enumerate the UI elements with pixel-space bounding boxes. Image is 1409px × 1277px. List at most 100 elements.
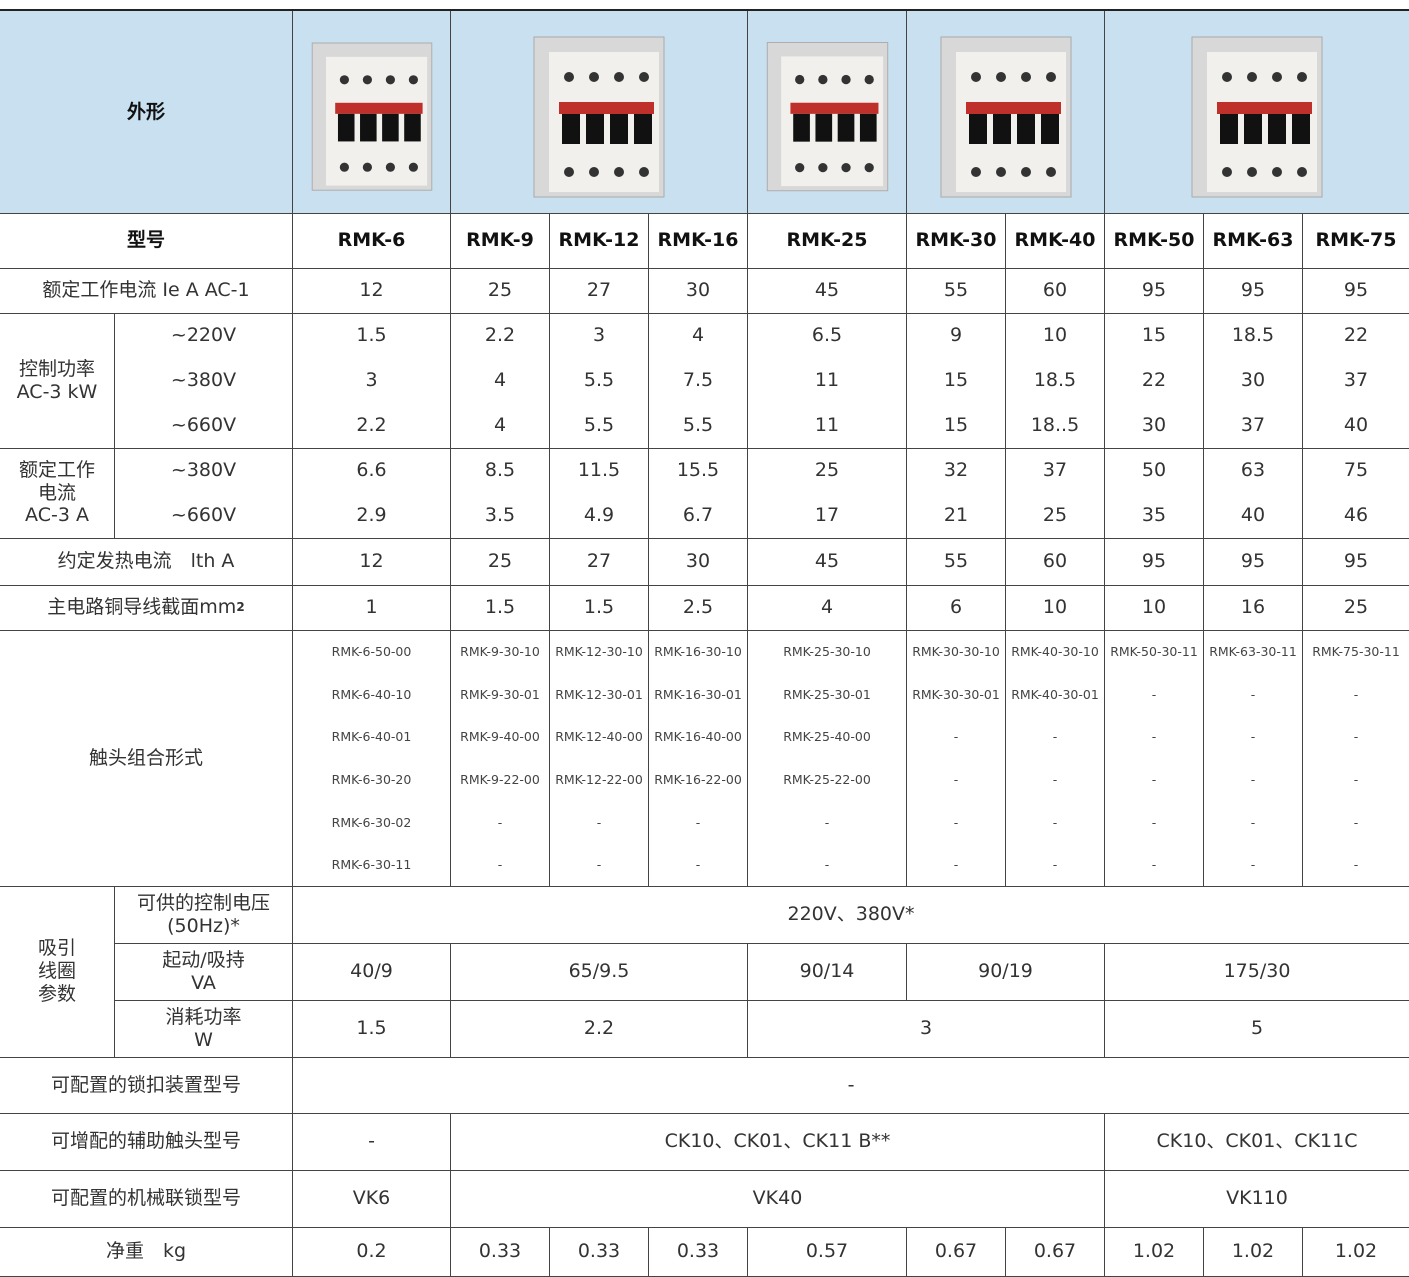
cell-text: 2.2: [583, 1017, 615, 1040]
cell-text: 4: [820, 596, 834, 619]
contact-code: -: [1105, 801, 1204, 843]
cell-text: RMK-6-40-10: [331, 686, 412, 702]
value: 15: [907, 403, 1006, 449]
value: 95: [1303, 268, 1409, 314]
cell-text: -: [847, 1073, 855, 1096]
cell-text: 25: [487, 279, 513, 302]
cell-text: RMK-25-30-01: [783, 686, 871, 702]
value: 63: [1204, 448, 1303, 493]
cell-text: 净重 kg: [105, 1240, 187, 1263]
product-photo: [311, 42, 432, 191]
value: 95: [1204, 268, 1303, 314]
value: 11.5: [550, 448, 649, 493]
value: 30: [649, 268, 748, 314]
cell-text: -: [1052, 857, 1058, 872]
cell-text: ~380V: [170, 459, 237, 482]
value: CK10、CK01、CK11C: [1105, 1113, 1409, 1171]
contact-code: RMK-16-40-00: [649, 715, 748, 758]
value: 3: [748, 1000, 1105, 1058]
cell-text: 1.02: [1132, 1240, 1176, 1263]
value: 10: [1105, 585, 1204, 631]
cell-text: 8.5: [484, 459, 516, 482]
value: 95: [1303, 538, 1409, 586]
value: 0.67: [907, 1227, 1006, 1277]
cell-text: RMK-12-22-00: [555, 772, 643, 787]
value: 1.5: [550, 585, 649, 631]
contact-code: RMK-25-30-10: [748, 630, 907, 673]
value: 5.5: [550, 403, 649, 449]
cell-text: RMK-25-22-00: [783, 772, 871, 787]
cell-text: -: [953, 772, 959, 787]
cell-text: -: [1353, 814, 1359, 830]
contact-code: -: [550, 801, 649, 843]
cell-text: 0.57: [805, 1240, 849, 1263]
value: 0.2: [293, 1227, 451, 1277]
value: 10: [1006, 313, 1105, 358]
value: 5.5: [550, 358, 649, 403]
value: 3: [293, 358, 451, 403]
value: 1.5: [293, 1000, 451, 1058]
value: 220V、380V*: [293, 886, 1409, 944]
value: 1.5: [293, 313, 451, 358]
cell-text: -: [1151, 857, 1157, 872]
cell-text: 6: [949, 596, 963, 619]
value: 17: [748, 493, 907, 539]
cell-text: RMK-30-30-10: [912, 644, 1000, 659]
cell-text: 11.5: [577, 459, 621, 482]
cell-text: RMK-50: [1113, 229, 1195, 252]
cell-text: RMK-6-30-11: [331, 857, 412, 872]
cell-text: RMK-12-30-01: [555, 686, 643, 702]
cell-text: -: [596, 857, 602, 872]
value: 7.5: [649, 358, 748, 403]
value: 4: [748, 585, 907, 631]
value: 3: [550, 313, 649, 358]
cell-text: 5: [1250, 1017, 1264, 1040]
model-name: RMK-16: [649, 213, 748, 269]
value: 18.5: [1204, 313, 1303, 358]
cell-text: -: [1250, 814, 1256, 830]
cell-text: -: [1151, 772, 1157, 787]
contact-code: -: [451, 843, 550, 887]
cell-text: -: [1052, 729, 1058, 744]
value: 21: [907, 493, 1006, 539]
cell-text: 7.5: [682, 369, 714, 392]
value: 40: [1303, 403, 1409, 449]
cell-text: 25: [814, 459, 840, 482]
row-label: 可配置的锁扣装置型号: [0, 1057, 293, 1114]
cell-text: 1.5: [356, 324, 387, 347]
cell-text: 37: [1343, 369, 1369, 392]
contact-code: -: [1303, 715, 1409, 758]
cell-text: 0.67: [1033, 1240, 1077, 1263]
cell-text: 1.02: [1334, 1240, 1378, 1263]
contact-code: RMK-25-40-00: [748, 715, 907, 758]
value: 4.9: [550, 493, 649, 539]
product-photo: [766, 42, 888, 192]
cell-text: 25: [1343, 596, 1369, 619]
cell-text: 45: [814, 279, 840, 302]
voltage: ~380V: [115, 358, 293, 403]
cell-text: (50Hz)*: [167, 914, 240, 937]
cell-text: RMK-6-40-01: [331, 729, 412, 744]
value: 2.5: [649, 585, 748, 631]
cell-text: 额定工作电流 Ie A AC-1: [42, 279, 250, 302]
cell-text: RMK-50-30-11: [1110, 644, 1198, 659]
photo-cell: [1105, 11, 1409, 214]
value: 9: [907, 313, 1006, 358]
model-name: RMK-9: [451, 213, 550, 269]
value: VK40: [451, 1170, 1105, 1228]
value: 16: [1204, 585, 1303, 631]
cell-text: 55: [943, 550, 969, 573]
contact-code: -: [907, 843, 1006, 887]
cell-text: 30: [685, 279, 711, 302]
contact-code: RMK-16-22-00: [649, 758, 748, 801]
cell-text: -: [953, 729, 959, 744]
value: 6.6: [293, 448, 451, 493]
cell-text: RMK-40: [1014, 229, 1096, 252]
value: 40/9: [293, 943, 451, 1001]
sub-label: 可供的控制电压 (50Hz)*: [115, 886, 293, 944]
cell-text: 1.5: [583, 596, 615, 619]
voltage: ~660V: [115, 403, 293, 449]
cell-text: RMK-9-40-00: [460, 729, 540, 744]
value: 15.5: [649, 448, 748, 493]
contact-code: -: [1204, 801, 1303, 843]
